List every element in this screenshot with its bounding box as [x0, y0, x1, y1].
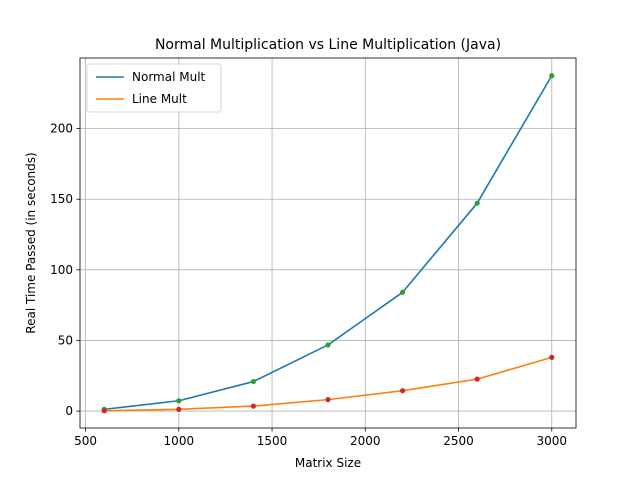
data-point [549, 354, 555, 360]
legend-label: Line Mult [132, 92, 187, 106]
x-tick-label: 500 [74, 434, 97, 448]
plot-frame [79, 57, 577, 429]
y-tick-label: 0 [65, 404, 73, 418]
y-axis-ticks: 0 50 100 150 200 [50, 122, 80, 418]
grid [80, 58, 576, 428]
data-point [474, 376, 480, 382]
data-point [250, 403, 257, 409]
data-point [176, 406, 182, 412]
series-markers [101, 73, 555, 414]
x-axis-label: Matrix Size [295, 456, 361, 470]
data-point [250, 378, 257, 385]
y-tick-label: 100 [50, 263, 73, 277]
x-tick-label: 1500 [257, 434, 288, 448]
legend-label: Normal Mult [132, 70, 206, 84]
x-tick-label: 2500 [443, 434, 474, 448]
data-point [399, 388, 406, 394]
data-point [325, 342, 331, 348]
data-point [474, 200, 480, 206]
chart-title: Normal Multiplication vs Line Multiplica… [155, 37, 501, 53]
y-axis-label: Real Time Passed (in seconds) [24, 152, 38, 333]
x-tick-label: 1000 [164, 434, 195, 448]
data-point [399, 289, 406, 295]
data-point [176, 398, 182, 404]
data-point [325, 397, 331, 403]
x-tick-label: 3000 [536, 434, 567, 448]
x-axis-ticks: 500 1000 1500 2000 2500 3000 [74, 428, 567, 448]
data-point [549, 73, 555, 79]
legend: Normal Mult Line Mult [86, 63, 222, 113]
x-tick-label: 2000 [350, 434, 381, 448]
y-tick-label: 50 [58, 333, 73, 347]
y-tick-label: 150 [50, 192, 73, 206]
data-point [101, 408, 107, 414]
y-tick-label: 200 [50, 122, 73, 136]
legend-box [86, 63, 222, 113]
